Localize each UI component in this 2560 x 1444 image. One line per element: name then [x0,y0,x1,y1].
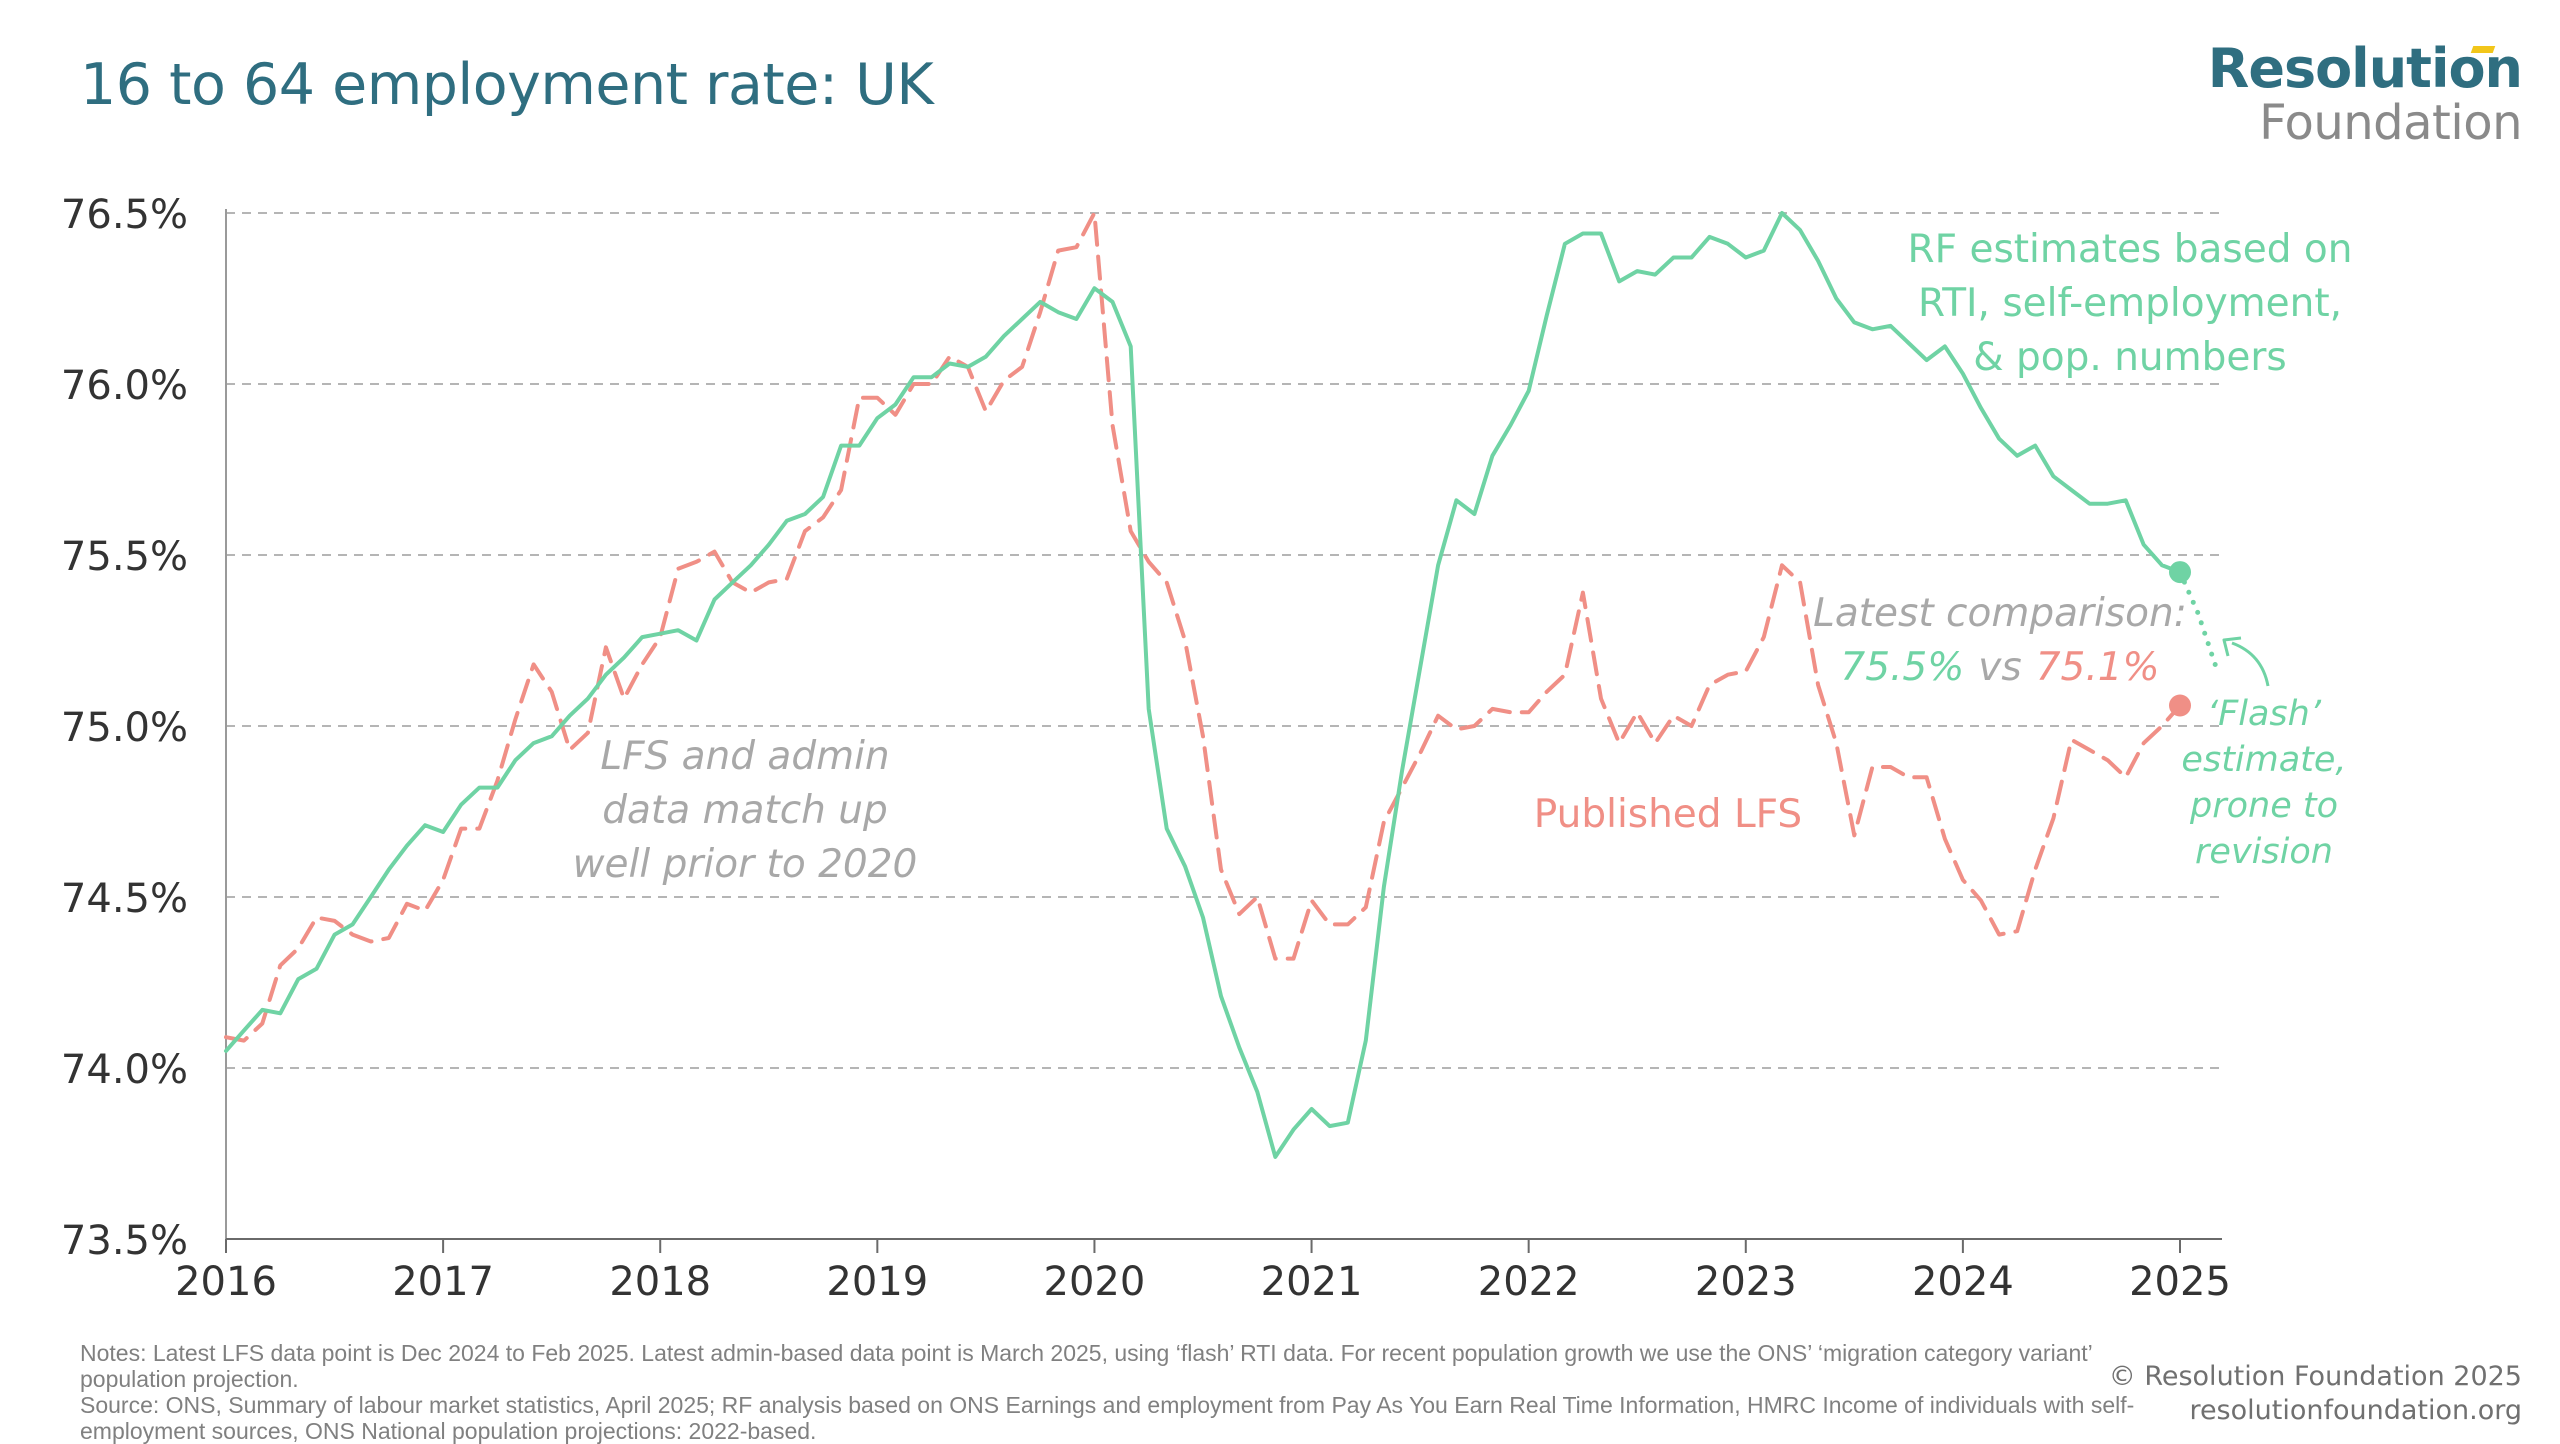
y-tick-label: 74.0% [61,1047,188,1093]
notes-text: Notes: Latest LFS data point is Dec 2024… [80,1340,2092,1392]
website-link[interactable]: resolutionfoundation.org [2189,1395,2522,1426]
y-tick-label: 75.5% [61,534,188,580]
y-tick-label: 76.0% [61,363,188,409]
y-tick-label: 76.5% [61,192,188,238]
y-tick-label: 73.5% [61,1218,188,1264]
flash-label-line2: estimate, [2181,740,2346,780]
latest-rf-value: 75.5% [1840,645,1964,690]
x-tick-label: 2022 [1478,1259,1580,1305]
x-tick-label: 2016 [175,1259,277,1305]
flash-label-line3: prone to [2189,786,2338,826]
y-tick-label: 75.0% [61,705,188,751]
match-label-line2: data match up [602,788,887,833]
axes [225,209,2222,1253]
x-tick-label: 2025 [2129,1259,2231,1305]
logo-line1: Resolution [2207,37,2523,100]
rf-label-line1: RF estimates based on [1908,227,2353,272]
rf-endpoint-marker [2169,561,2191,584]
series-lines [224,211,2219,1159]
y-tick-labels: 73.5% 74.0% 74.5% 75.0% 75.5% 76.0% 76.5% [61,192,188,1264]
endpoint-markers [2169,561,2191,717]
resolution-foundation-logo: Resolution Foundation [2207,37,2523,151]
latest-vs: vs [1978,645,2021,690]
chart-notes: Notes: Latest LFS data point is Dec 2024… [80,1340,2140,1444]
flash-arrowhead-icon [2222,636,2242,657]
rf-series-line [224,211,2182,1159]
x-tick-label: 2019 [826,1259,928,1305]
flash-label-line4: revision [2195,832,2333,872]
x-tick-labels: 2016 2017 2018 2019 2020 2021 2022 2023 2024 2025 [175,1259,2231,1305]
latest-comparison-title: Latest comparison: [1813,591,2187,636]
employment-rate-chart: 73.5% 74.0% 74.5% 75.0% 75.5% 76.0% 76.5% 2016… [61,192,2353,1305]
annotations: RF estimates based on RTI, self-employme… [573,227,2353,887]
y-tick-label: 74.5% [61,876,188,922]
rf-label-line2: RTI, self-employment, [1918,281,2342,326]
x-tick-label: 2024 [1912,1259,2014,1305]
chart-title: 16 to 64 employment rate: UK [80,52,934,118]
latest-lfs-value: 75.1% [2036,645,2160,690]
x-tick-label: 2018 [609,1259,711,1305]
lfs-label: Published LFS [1534,792,1802,837]
rf-flash-dotted-line [2177,569,2219,671]
lfs-endpoint-marker [2169,694,2191,717]
source-text: Source: ONS, Summary of labour market st… [80,1392,2135,1444]
rf-label-line3: & pop. numbers [1973,335,2287,380]
logo-line2: Foundation [2259,95,2522,151]
x-tick-label: 2020 [1044,1259,1146,1305]
x-tick-label: 2017 [392,1259,494,1305]
x-tick-label: 2021 [1261,1259,1363,1305]
copyright-block: © Resolution Foundation 2025 resolutionf… [2109,1360,2522,1428]
latest-comparison-values: 75.5% vs 75.1% [1840,645,2159,690]
flash-arrow-icon [2231,641,2270,687]
copyright-text: © Resolution Foundation 2025 [2108,1361,2522,1392]
match-label-line3: well prior to 2020 [573,842,918,887]
match-label-line1: LFS and admin [600,734,889,779]
flash-label-line1: ‘Flash’ [2207,694,2322,734]
lfs-series-line [224,211,2182,1043]
gridlines [226,212,2222,1240]
x-tick-label: 2023 [1695,1259,1797,1305]
